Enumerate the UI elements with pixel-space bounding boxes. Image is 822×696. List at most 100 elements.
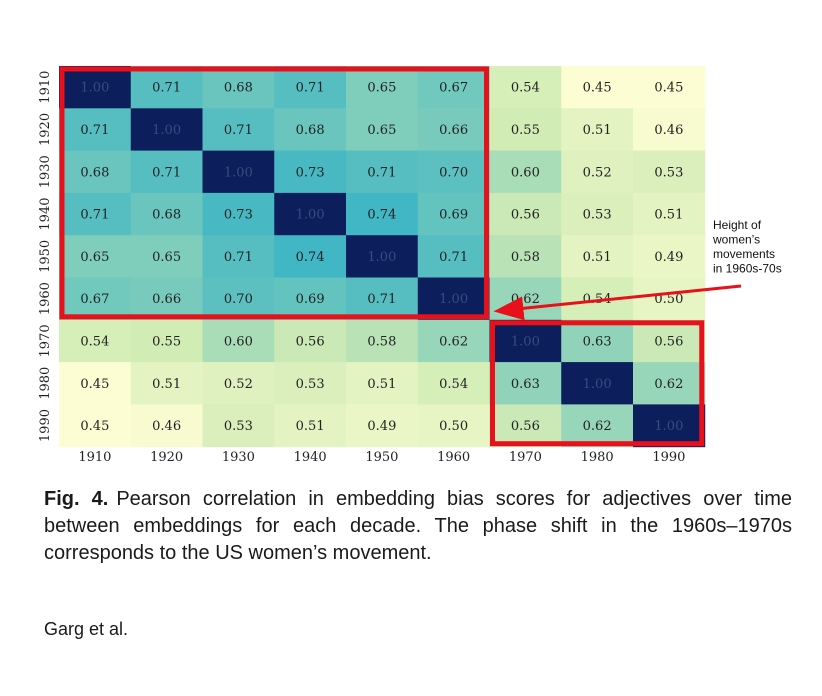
value-label-1930-1940: 0.73 (296, 165, 325, 180)
y-tick-label-1930: 1930 (38, 155, 53, 188)
value-label-1960-1910: 0.67 (80, 292, 109, 307)
heatmap-cell-1970-1930 (202, 319, 275, 363)
heatmap-cell-1970-1960 (417, 319, 490, 363)
value-label-1950-1950: 1.00 (367, 250, 396, 265)
y-tick-label-1910: 1910 (38, 71, 53, 104)
heatmap-cell-1950-1920 (130, 235, 203, 278)
value-label-1940-1930: 0.73 (224, 208, 253, 223)
heatmap-cells (59, 66, 706, 448)
value-label-1960-1990: 0.50 (654, 292, 683, 307)
x-tick-label-1920: 1920 (150, 450, 183, 465)
highlight-box-2 (490, 320, 705, 447)
value-label-1990-1910: 0.45 (80, 419, 109, 434)
heatmap-cell-1940-1910 (59, 192, 132, 236)
heatmap-cell-1960-1920 (130, 277, 203, 321)
value-label-1930-1950: 0.71 (367, 165, 396, 180)
value-label-1980-1910: 0.45 (80, 377, 109, 392)
value-label-1980-1950: 0.51 (367, 377, 396, 392)
heatmap-cell-1990-1940 (274, 404, 347, 448)
value-label-1960-1950: 0.71 (367, 292, 396, 307)
value-label-1950-1990: 0.49 (654, 250, 683, 265)
value-label-1950-1970: 0.58 (511, 250, 540, 265)
heatmap-cell-1930-1930 (202, 150, 275, 194)
figure-caption: Fig. 4. Pearson correlation in embedding … (44, 486, 792, 567)
heatmap-cell-1950-1970 (489, 235, 562, 278)
y-axis-ticks: 1910 1920 1930 1940 1950 1960 1970 1980 1990 (38, 71, 53, 442)
heatmap-cell-1940-1920 (130, 192, 203, 236)
heatmap-cell-1970-1920 (130, 319, 203, 363)
y-tick-label-1980: 1980 (38, 367, 53, 400)
x-tick-label-1910: 1910 (78, 450, 111, 465)
value-label-1920-1940: 0.68 (296, 123, 325, 138)
y-tick-label-1920: 1920 (38, 113, 53, 146)
heatmap-cell-1930-1940 (274, 150, 347, 194)
value-label-1980-1990: 0.62 (654, 377, 683, 392)
heatmap-cell-1910-1920 (130, 66, 203, 109)
heatmap-cell-1940-1960 (417, 192, 490, 236)
value-label-1990-1960: 0.50 (439, 419, 468, 434)
value-label-1970-1970: 1.00 (511, 334, 540, 349)
heatmap-cell-1940-1930 (202, 192, 275, 236)
value-label-1990-1930: 0.53 (224, 419, 253, 434)
value-label-1990-1970: 0.56 (511, 419, 540, 434)
value-label-1940-1970: 0.56 (511, 208, 540, 223)
heatmap-cell-1960-1930 (202, 277, 275, 321)
value-label-1940-1920: 0.68 (152, 208, 181, 223)
credit-text: Garg et al. (44, 619, 129, 639)
value-label-1910-1960: 0.67 (439, 81, 468, 96)
heatmap-cell-1990-1910 (59, 404, 132, 448)
heatmap-cell-1970-1980 (561, 319, 634, 363)
value-label-1910-1920: 0.71 (152, 81, 181, 96)
value-label-1970-1940: 0.56 (296, 334, 325, 349)
value-label-1970-1980: 0.63 (583, 334, 612, 349)
heatmap-cell-1940-1950 (346, 192, 419, 236)
heatmap-cell-1990-1920 (130, 404, 203, 448)
heatmap-cell-1960-1940 (274, 277, 347, 321)
heatmap-cell-1990-1970 (489, 404, 562, 448)
value-label-1910-1990: 0.45 (654, 81, 683, 96)
heatmap-value-labels: 1.00 0.71 0.68 0.71 0.65 0.67 0.54 0.45 0.45 0.71… (80, 81, 683, 434)
heatmap-cell-1950-1960 (417, 235, 490, 278)
value-label-1920-1990: 0.46 (654, 123, 683, 138)
heatmap-cell-1930-1950 (346, 150, 419, 194)
heatmap-cell-1920-1930 (202, 108, 275, 152)
value-label-1990-1950: 0.49 (367, 419, 396, 434)
value-label-1980-1940: 0.53 (296, 377, 325, 392)
value-label-1910-1970: 0.54 (511, 81, 540, 96)
heatmap-cell-1920-1940 (274, 108, 347, 152)
value-label-1960-1940: 0.69 (296, 292, 325, 307)
highlight-box-1 (59, 66, 489, 320)
heatmap-cell-1930-1980 (561, 150, 634, 194)
heatmap-cell-1970-1910 (59, 319, 132, 363)
heatmap-cell-1990-1980 (561, 404, 634, 448)
heatmap-cell-1960-1950 (346, 277, 419, 321)
annotation-line-2: women’s (712, 233, 760, 247)
heatmap-cell-1950-1950 (346, 235, 419, 278)
heatmap-cell-1910-1980 (561, 66, 634, 109)
annotation-line-3: movements (713, 247, 775, 261)
value-label-1920-1920: 1.00 (152, 123, 181, 138)
heatmap-cell-1950-1930 (202, 235, 275, 278)
value-label-1980-1960: 0.54 (439, 377, 468, 392)
heatmap-cell-1950-1990 (633, 235, 706, 278)
value-label-1930-1920: 0.71 (152, 165, 181, 180)
y-tick-label-1960: 1960 (38, 282, 53, 315)
heatmap-cell-1960-1960 (417, 277, 490, 321)
value-label-1980-1920: 0.51 (152, 377, 181, 392)
value-label-1930-1960: 0.70 (439, 165, 468, 180)
heatmap-cell-1960-1990 (633, 277, 706, 321)
heatmap-cell-1980-1940 (274, 362, 347, 405)
heatmap-cell-1990-1930 (202, 404, 275, 448)
value-label-1910-1980: 0.45 (583, 81, 612, 96)
value-label-1970-1990: 0.56 (654, 334, 683, 349)
value-label-1930-1990: 0.53 (654, 165, 683, 180)
heatmap-cell-1990-1990 (633, 404, 706, 448)
x-axis-ticks: 1910 1920 1930 1940 1950 1960 1970 1980 1990 (78, 450, 685, 465)
heatmap-cell-1910-1990 (633, 66, 706, 109)
value-label-1970-1930: 0.60 (224, 334, 253, 349)
value-label-1980-1970: 0.63 (511, 377, 540, 392)
value-label-1980-1930: 0.52 (224, 377, 253, 392)
value-label-1910-1940: 0.71 (296, 81, 325, 96)
